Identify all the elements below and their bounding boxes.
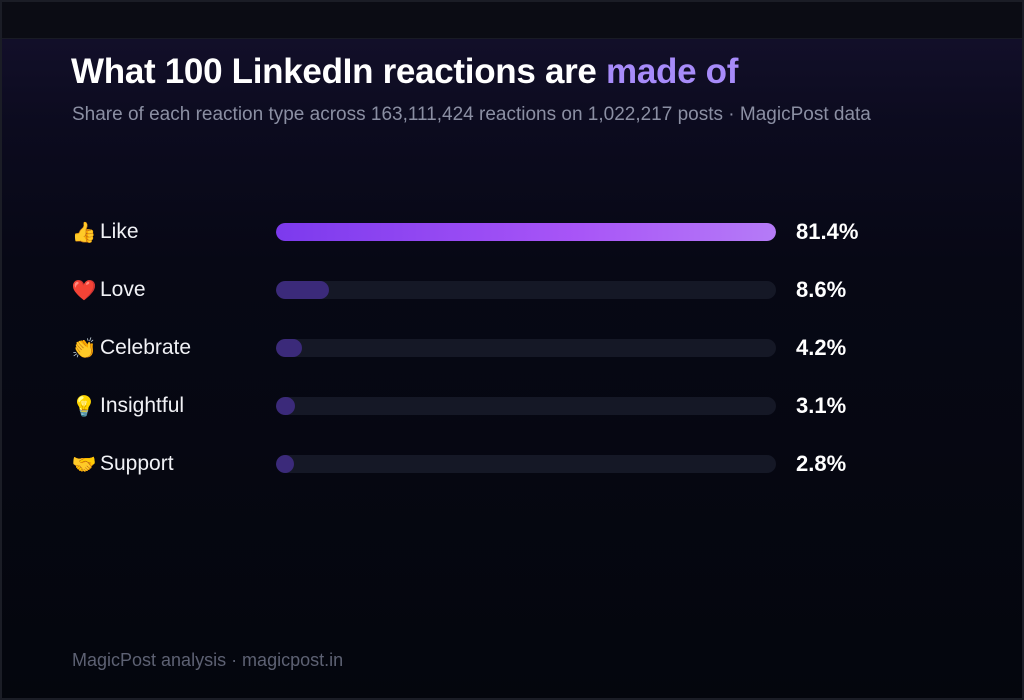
- bar-celebrate: [276, 339, 302, 357]
- category-label-text: Insightful: [100, 394, 185, 417]
- bar-love: [276, 281, 329, 299]
- chart-title: What 100 LinkedIn reactions are made of: [71, 52, 738, 92]
- chart-title-main: What 100 LinkedIn reactions are: [71, 52, 607, 91]
- bar-track-celebrate: [276, 339, 776, 357]
- bar-track-insightful: [276, 397, 776, 415]
- category-label-text: Support: [100, 452, 174, 475]
- value-label-insightful: 3.1%: [796, 393, 847, 418]
- category-label-like: 👍 Like: [71, 220, 139, 244]
- chart-footer: MagicPost analysis · magicpost.in: [72, 650, 344, 670]
- bar-row-celebrate: 👏 Celebrate 4.2%: [2, 328, 1022, 368]
- like-reaction-icon: 👍: [71, 220, 97, 244]
- insightful-reaction-icon: 💡: [71, 394, 97, 418]
- bar-track-support: [276, 455, 776, 473]
- support-reaction-icon: 🤝: [71, 452, 97, 476]
- chart-title-accent: made of: [606, 52, 739, 91]
- bar-row-like: 👍 Like 81.4%: [2, 212, 1022, 252]
- bar-row-insightful: 💡 Insightful 3.1%: [2, 386, 1022, 426]
- category-label-support: 🤝 Support: [71, 452, 174, 476]
- bar-like: [276, 223, 776, 241]
- value-label-celebrate: 4.2%: [796, 335, 847, 360]
- bar-support: [276, 455, 294, 473]
- window-top-bar: [2, 2, 1022, 39]
- bar-insightful: [276, 397, 296, 415]
- chart-subtitle: Share of each reaction type across 163,1…: [72, 104, 871, 125]
- celebrate-reaction-icon: 👏: [71, 336, 97, 360]
- category-label-insightful: 💡 Insightful: [71, 394, 185, 418]
- value-label-support: 2.8%: [796, 451, 847, 476]
- love-reaction-icon: ❤️: [71, 278, 97, 302]
- bar-row-love: ❤️ Love 8.6%: [2, 270, 1022, 310]
- value-label-love: 8.6%: [796, 277, 847, 302]
- bar-track-love: [276, 281, 776, 299]
- category-label-love: ❤️ Love: [71, 278, 146, 302]
- category-label-text: Love: [100, 278, 146, 301]
- category-label-celebrate: 👏 Celebrate: [71, 336, 192, 360]
- category-label-text: Celebrate: [100, 336, 192, 359]
- bar-track-like: [276, 223, 776, 241]
- category-label-text: Like: [100, 220, 139, 243]
- value-label-like: 81.4%: [796, 219, 859, 244]
- bar-row-support: 🤝 Support 2.8%: [2, 444, 1022, 484]
